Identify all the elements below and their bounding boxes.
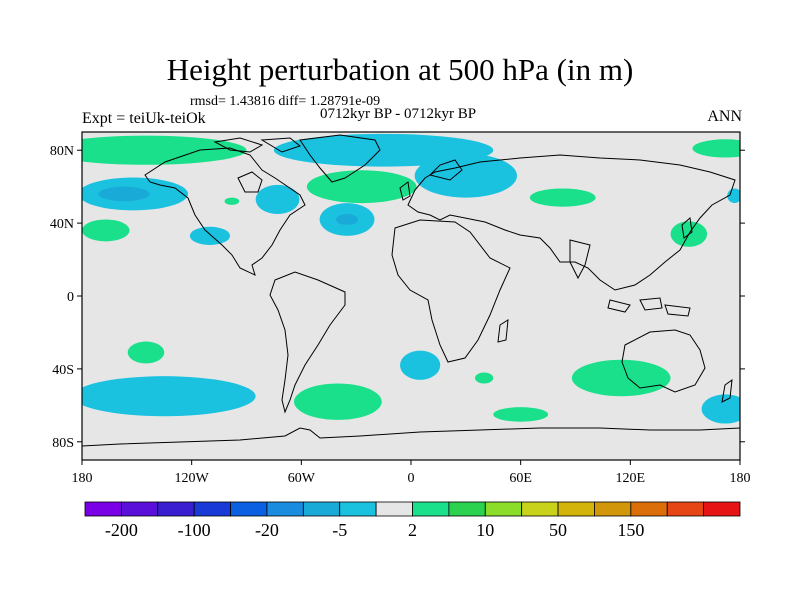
colorbar-box <box>594 501 632 517</box>
field-region-pos <box>529 188 596 207</box>
field-region-pos <box>127 341 165 364</box>
colorbar-label: 2 <box>408 520 417 540</box>
field-region-pos <box>692 139 740 158</box>
colorbar-label: -200 <box>105 520 138 540</box>
field-region-pos <box>82 135 247 165</box>
stats-line: rmsd= 1.43816 diff= 1.28791e-09 <box>190 94 381 109</box>
colorbar-box <box>193 501 231 517</box>
coast-hudson-bay <box>237 171 263 193</box>
colorbar-box <box>630 501 668 517</box>
lon-tick-label: 120E <box>616 471 646 486</box>
colorbar-label: 10 <box>476 520 494 540</box>
colorbar-box <box>703 501 741 517</box>
lon-tick-label: 180 <box>72 471 93 486</box>
lon-tick-label: 180 <box>730 471 751 486</box>
colorbar-box <box>521 501 559 517</box>
field-region-pos <box>571 359 671 397</box>
colorbar-box <box>266 501 304 517</box>
field-region-neg_deep <box>98 186 150 202</box>
lon-tick-label: 0 <box>408 471 415 486</box>
field-region-pos <box>82 219 130 242</box>
coast-japan <box>681 217 693 239</box>
lon-tick-label: 120W <box>175 471 210 486</box>
field-region-neg <box>255 184 300 214</box>
colorbar-box <box>448 501 486 517</box>
colorbar: -200 -100 -20 -5 2 10 50 150 <box>84 501 741 540</box>
coast-indonesia <box>607 297 691 317</box>
coast-greenland <box>299 134 381 183</box>
colorbar-box <box>557 501 595 517</box>
coast-australia <box>621 329 706 393</box>
lat-tick-label: 0 <box>67 290 74 305</box>
lon-tick-label: 60W <box>288 471 316 486</box>
field-region-neg_deep <box>336 214 358 225</box>
experiment-label: Expt = teiUk-teiOk <box>82 110 206 127</box>
field-region-neg <box>727 188 740 204</box>
field-region-neg <box>400 350 441 380</box>
coast-africa <box>391 219 511 363</box>
field-region-neg <box>82 376 256 417</box>
colorbar-label: -100 <box>178 520 211 540</box>
lat-tick-label: 40S <box>52 363 74 378</box>
colorbar-box <box>120 501 159 517</box>
colorbar-label: 50 <box>549 520 567 540</box>
coast-madagascar <box>497 319 509 343</box>
colorbar-box <box>84 501 122 517</box>
field-region-pos <box>493 407 549 422</box>
coast-scandinavia <box>429 159 463 181</box>
field-region-neg <box>701 394 740 424</box>
colorbar-box <box>666 501 705 517</box>
colorbar-box <box>230 501 268 517</box>
coast-south-america <box>269 271 346 414</box>
coast-arctic-islands <box>213 137 302 153</box>
colorbar-box <box>484 501 523 517</box>
field-region-pos <box>224 197 240 205</box>
field-region-neg <box>189 226 231 245</box>
season-label: ANN <box>707 108 742 125</box>
latitude-axis: 80N 40N 0 40S 80S <box>50 144 745 451</box>
colorbar-label: -5 <box>332 520 347 540</box>
coast-eurasia <box>407 154 736 291</box>
lon-tick-label: 60E <box>509 471 532 486</box>
coast-new-zealand <box>721 378 733 403</box>
field-region-pos <box>474 372 494 384</box>
colorbar-box <box>339 501 377 517</box>
colorbar-box <box>302 501 341 517</box>
lat-tick-label: 80N <box>50 144 74 159</box>
coastlines <box>82 134 740 447</box>
colorbar-label: -20 <box>255 520 279 540</box>
height-field <box>82 133 740 424</box>
field-region-pos <box>294 383 382 420</box>
lat-tick-label: 80S <box>52 436 74 451</box>
field-region-neg <box>414 153 518 198</box>
coast-india <box>569 239 591 280</box>
longitude-axis: 180 120W 60W 0 60E 120E 180 <box>72 460 751 486</box>
colorbar-label: 150 <box>617 520 644 540</box>
period-label: 0712kyr BP - 0712kyr BP <box>320 106 477 122</box>
coast-north-america <box>144 147 306 276</box>
coast-antarctica <box>82 427 740 447</box>
colorbar-box <box>412 501 450 517</box>
colorbar-box <box>375 501 413 517</box>
coast-britain <box>399 181 411 201</box>
map-title: Height perturbation at 500 hPa (in m) <box>166 52 634 87</box>
field-region-pos <box>306 170 417 204</box>
lat-tick-label: 40N <box>50 217 74 232</box>
colorbar-box <box>157 501 195 517</box>
